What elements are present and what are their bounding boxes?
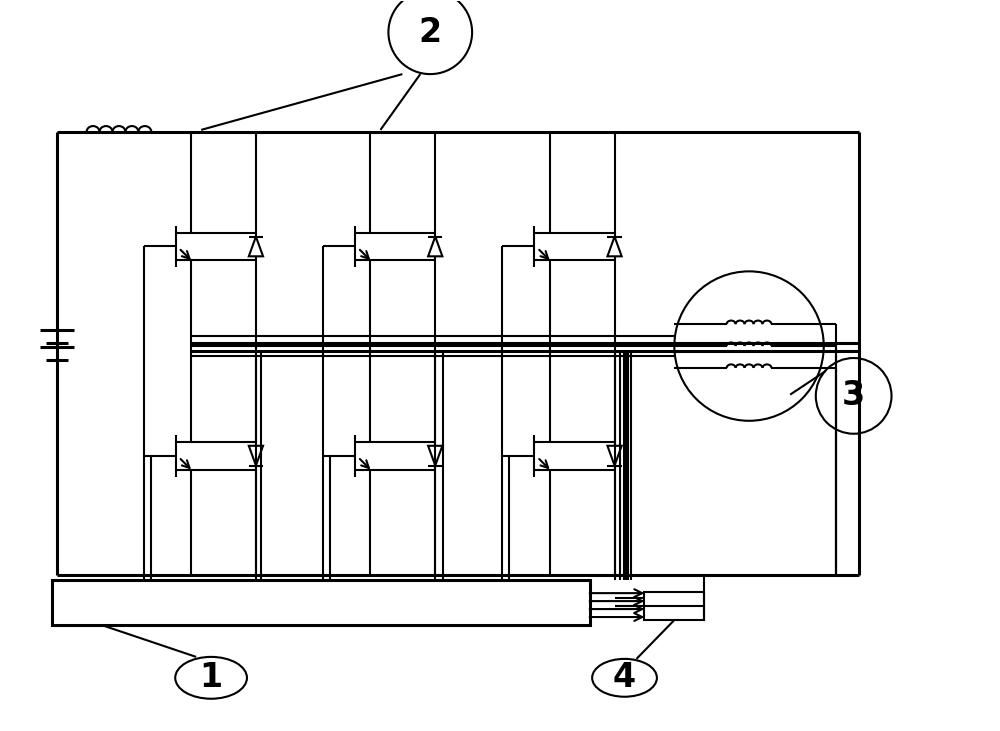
Polygon shape [249, 446, 263, 466]
Bar [52, 580, 590, 625]
Text: 3: 3 [842, 379, 865, 412]
Text: 1: 1 [200, 662, 223, 694]
Polygon shape [607, 237, 622, 257]
Polygon shape [428, 237, 442, 257]
Polygon shape [428, 446, 442, 466]
Polygon shape [249, 237, 263, 257]
Text: 2: 2 [419, 16, 442, 49]
Polygon shape [607, 446, 622, 466]
Bar [644, 592, 704, 620]
Text: 4: 4 [613, 662, 636, 694]
